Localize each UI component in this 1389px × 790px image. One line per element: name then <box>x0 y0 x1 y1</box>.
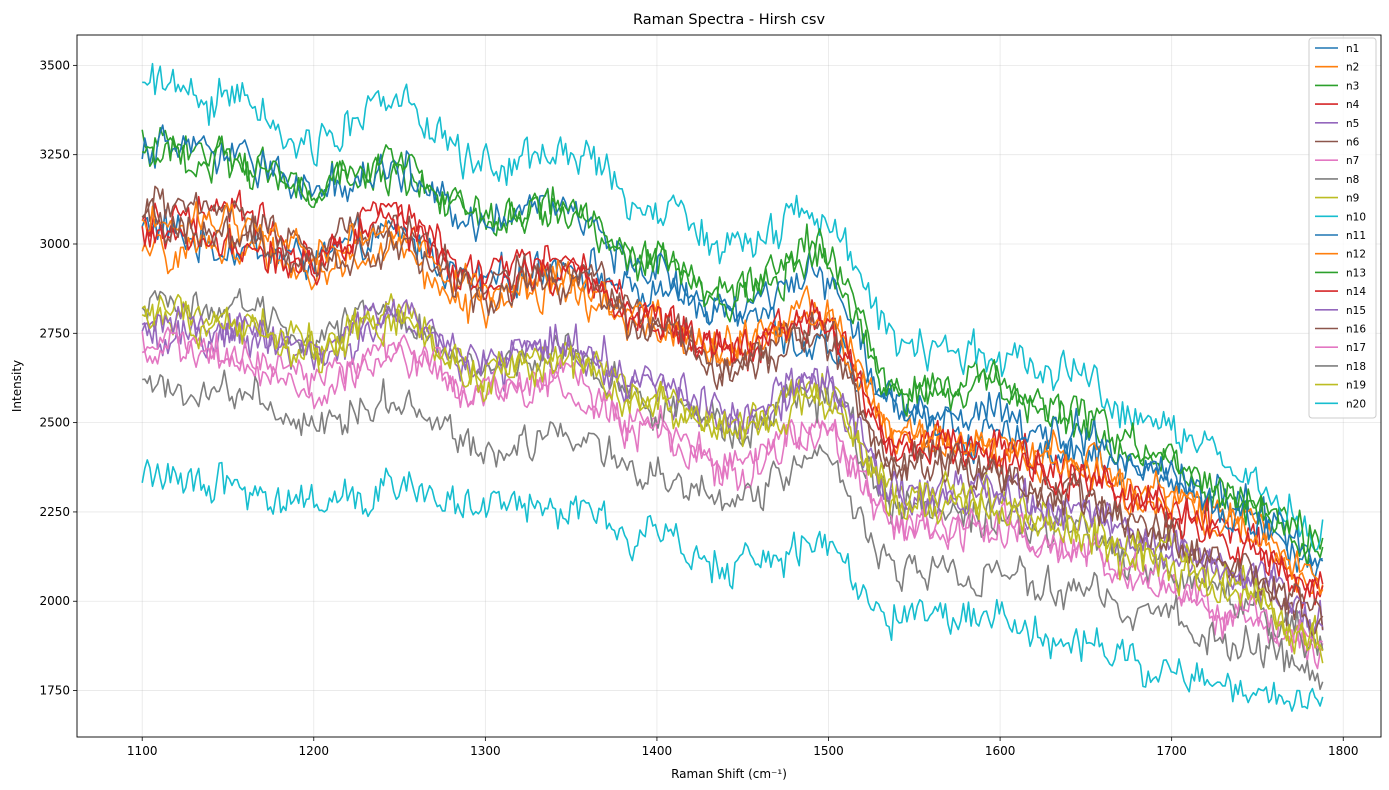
series-line-n8 <box>141 288 1324 659</box>
y-tick-label: 3500 <box>39 58 70 72</box>
y-tick-label: 2000 <box>39 594 70 608</box>
legend-label: n16 <box>1346 324 1366 336</box>
legend-label: n12 <box>1346 249 1366 261</box>
plot-frame <box>76 34 1382 738</box>
legend-label: n5 <box>1346 118 1359 130</box>
y-axis-title: Intensity <box>10 360 24 412</box>
legend-label: n1 <box>1346 43 1359 55</box>
y-tick-label: 2500 <box>39 416 70 430</box>
x-tick-label: 1300 <box>470 744 501 758</box>
legend-label: n3 <box>1346 80 1359 92</box>
legend-label: n20 <box>1346 398 1366 410</box>
y-tick-label: 2750 <box>39 326 70 340</box>
series-line-n12 <box>141 201 1324 595</box>
series-line-n13 <box>141 135 1324 559</box>
legend-label: n6 <box>1346 137 1360 149</box>
legend-label: n2 <box>1346 62 1359 74</box>
y-axis-ticks: 1750 2000 2250 2500 2750 3000 3250 3500 <box>39 58 77 698</box>
legend-label: n11 <box>1346 230 1366 242</box>
legend-label: n18 <box>1346 361 1366 373</box>
legend-label: n10 <box>1346 211 1366 223</box>
x-tick-label: 1500 <box>813 744 844 758</box>
legend-label: n8 <box>1346 174 1359 186</box>
y-tick-label: 3250 <box>39 148 70 162</box>
series-line-n9 <box>141 293 1324 652</box>
legend: n1 n2 n3 n4 n5 n6 n7 n8 n9 n10 n11 n12 n13 n14 n15 n16 n… <box>1308 37 1377 419</box>
x-tick-label: 1400 <box>642 744 673 758</box>
series-lines <box>141 62 1324 712</box>
series-line-n7 <box>141 321 1324 670</box>
legend-label: n7 <box>1346 155 1359 167</box>
x-tick-label: 1600 <box>985 744 1016 758</box>
legend-label: n15 <box>1346 305 1366 317</box>
x-tick-label: 1100 <box>127 744 158 758</box>
legend-label: n4 <box>1346 99 1360 111</box>
series-line-n10 <box>142 62 1324 552</box>
series-line-n3 <box>141 126 1324 566</box>
legend-label: n17 <box>1346 342 1366 354</box>
series-line-n4 <box>141 189 1324 610</box>
x-tick-label: 1700 <box>1156 744 1187 758</box>
x-tick-label: 1800 <box>1328 744 1359 758</box>
series-line-n19 <box>141 293 1324 664</box>
legend-label: n13 <box>1346 267 1366 279</box>
legend-box <box>1308 37 1377 419</box>
x-axis-ticks: 1100 1200 1300 1400 1500 1600 1700 1800 <box>127 737 1359 758</box>
legend-label: n9 <box>1346 193 1359 205</box>
chart-title: Raman Spectra - Hirsh csv <box>633 12 826 28</box>
y-tick-label: 3000 <box>39 237 70 251</box>
y-tick-label: 2250 <box>39 505 70 519</box>
series-line-n17 <box>141 326 1323 649</box>
series-line-n16 <box>141 197 1324 636</box>
y-tick-label: 1750 <box>39 684 70 698</box>
x-tick-label: 1200 <box>299 744 330 758</box>
series-line-n6 <box>142 185 1324 630</box>
series-line-n20 <box>141 459 1324 712</box>
series-line-n18 <box>142 369 1324 691</box>
legend-label: n14 <box>1346 286 1366 298</box>
x-axis-title: Raman Shift (cm⁻¹) <box>671 767 787 781</box>
legend-label: n19 <box>1346 380 1366 392</box>
